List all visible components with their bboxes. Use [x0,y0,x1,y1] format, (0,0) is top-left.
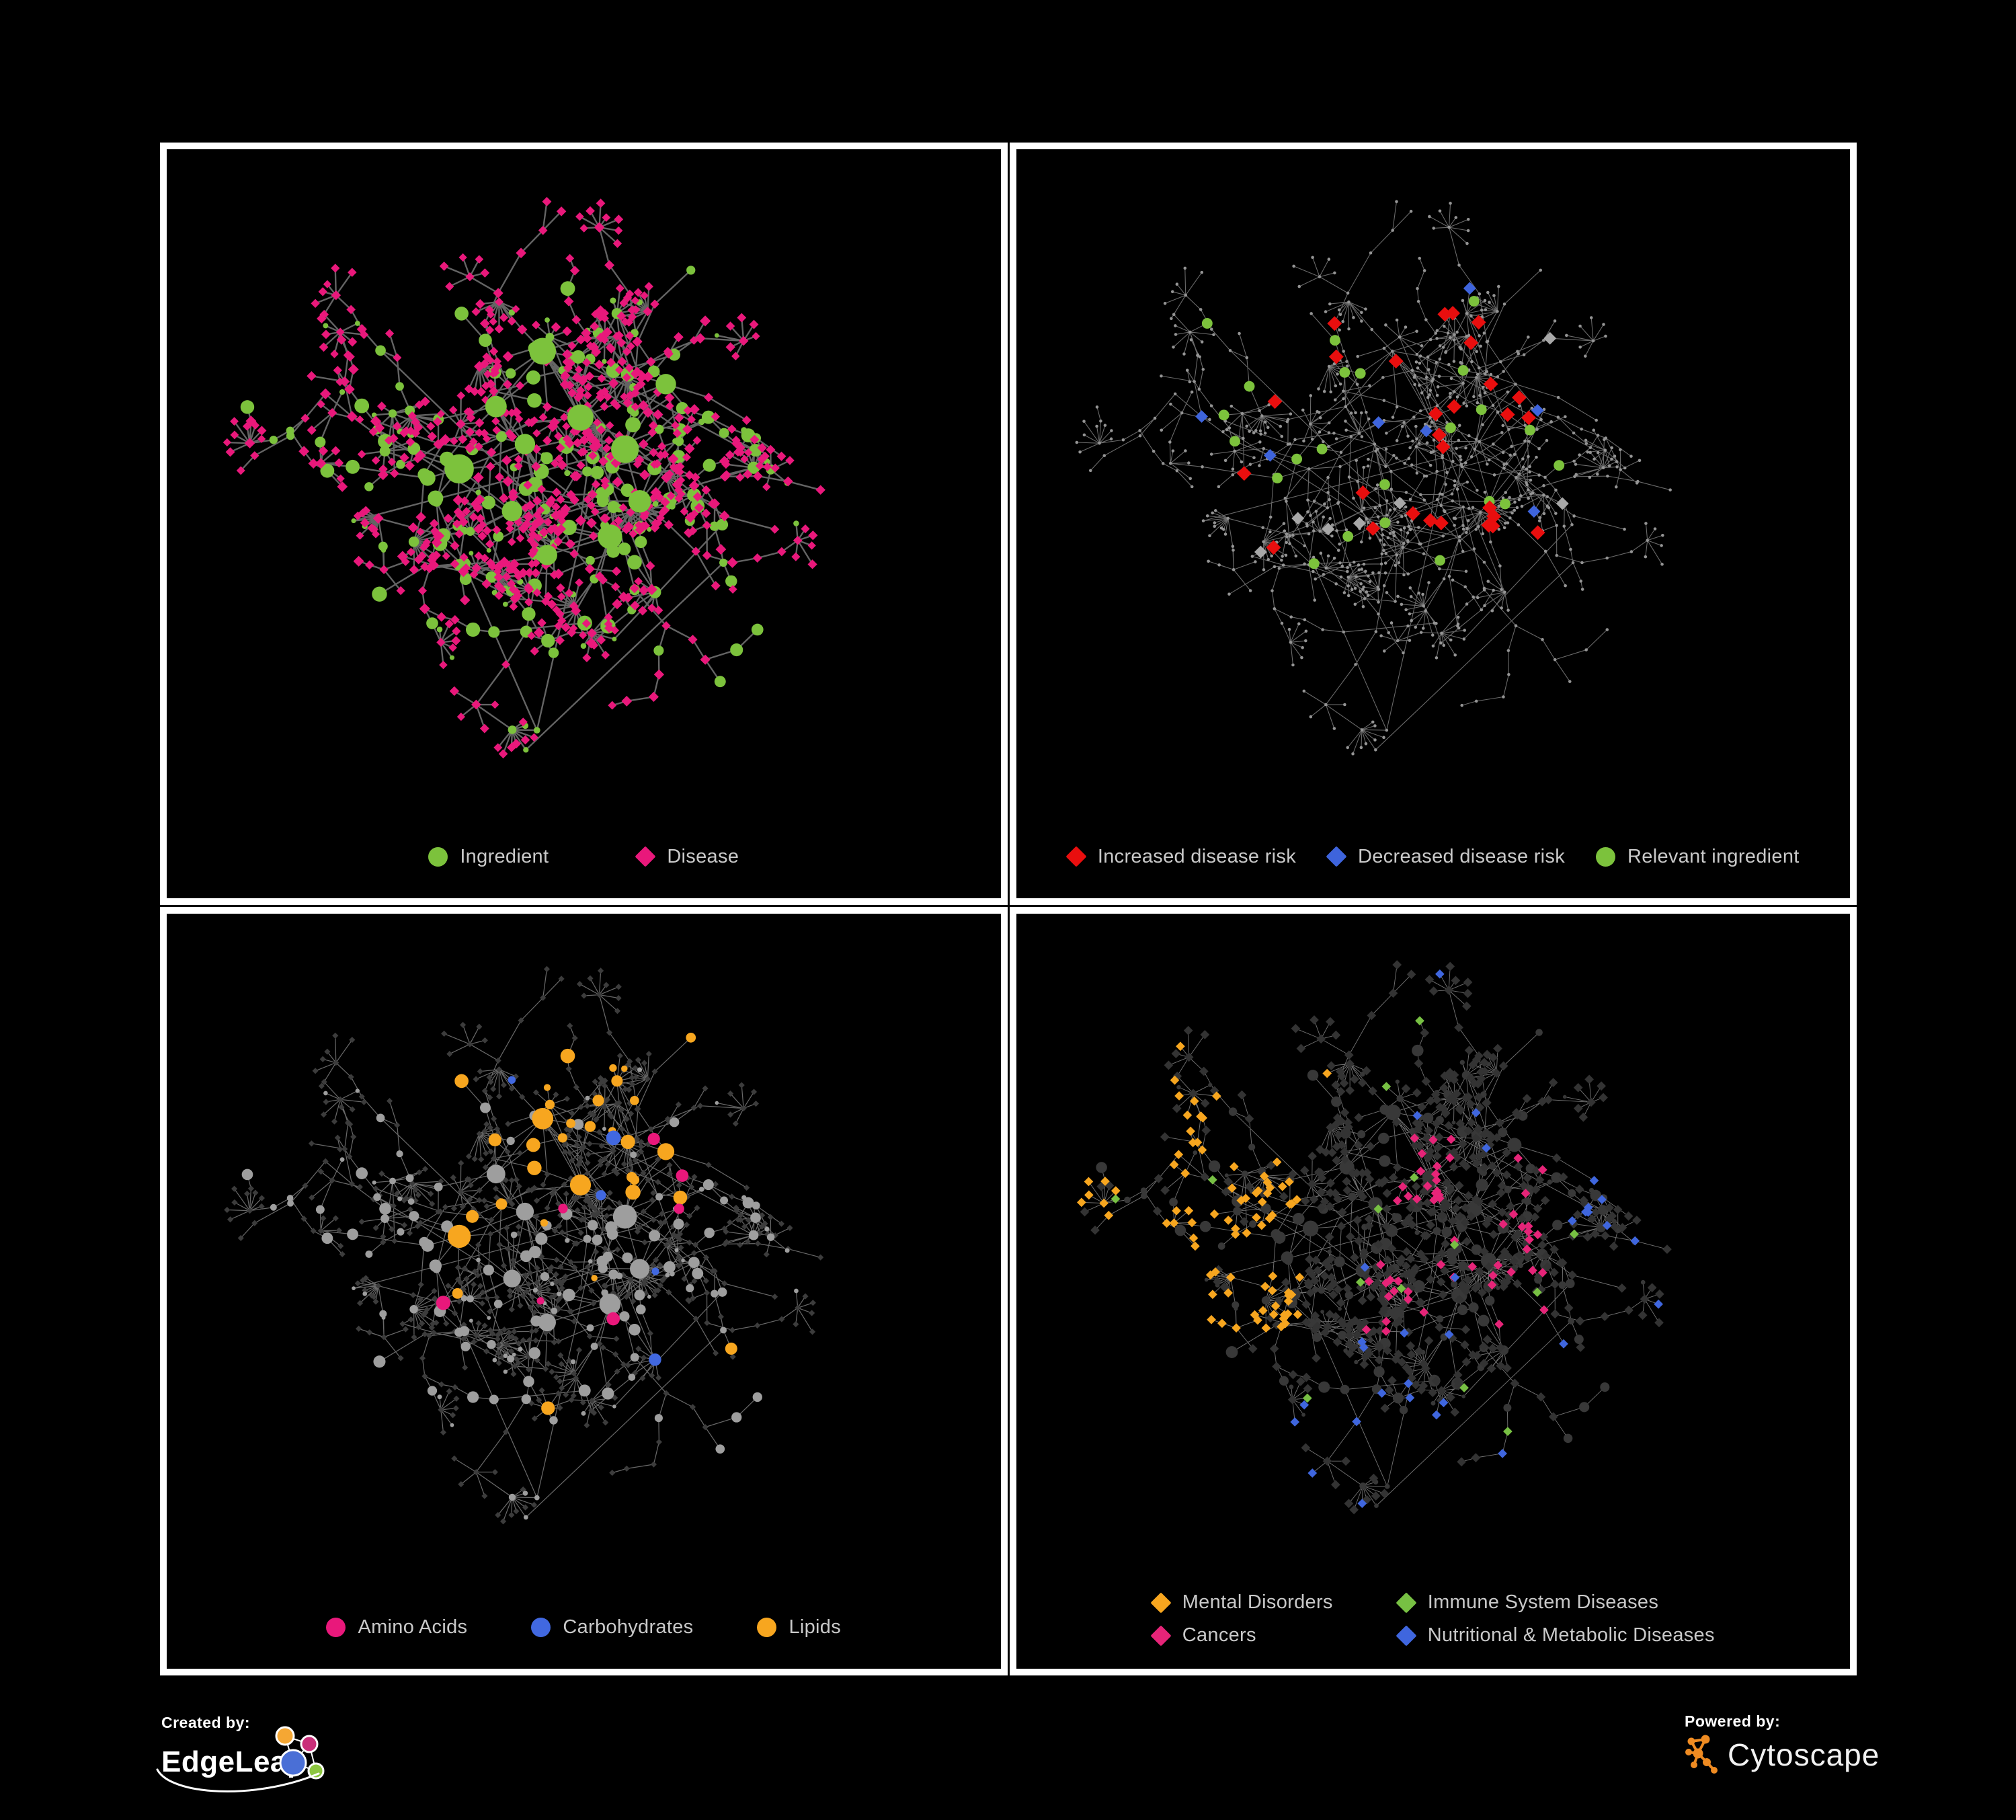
cytoscape-icon [1685,1735,1718,1774]
legend-label: Amino Acids [358,1616,468,1638]
relevant-ingredient-circle-marker [1596,846,1616,867]
lipids-circle-marker [757,1617,777,1637]
legend-item-ingredient: Ingredient [428,846,549,868]
legend-label: Nutritional & Metabolic Diseases [1427,1624,1715,1646]
legend-ingredient-disease: Ingredient Disease [167,824,1001,898]
increased-disease-risk-diamond-marker [1065,846,1087,867]
network-nutrient-classes [224,965,824,1525]
created-by-block: Created by: EdgeLeap [156,1714,403,1802]
legend-disease-risk: Increased disease risk Decreased disease … [1016,824,1851,898]
legend-nutrient-classes: Amino Acids Carbohydrates Lipids [167,1595,1001,1669]
legend-item-immune-system-diseases: Immune System Diseases [1396,1591,1715,1614]
panel-disease-categories: Mental Disorders Immune System Diseases Ca… [1009,907,1857,1675]
legend-item-decreased-disease-risk: Decreased disease risk [1326,845,1566,868]
legend-item-amino-acids: Amino Acids [326,1616,467,1638]
panel-nutrient-classes: Amino Acids Carbohydrates Lipids [160,907,1008,1675]
powered-by-block: Powered by: Cytoscape [1685,1712,1880,1775]
legend-label: Cancers [1182,1624,1256,1646]
legend-item-lipids: Lipids [757,1616,841,1638]
ingredient-circle-marker [428,846,448,867]
legend-item-cancers: Cancers [1150,1624,1333,1647]
legend-label: Immune System Diseases [1427,1591,1659,1613]
edgeleap-swoosh [156,1768,320,1792]
panel-grid: Ingredient Disease Increased disease risk… [160,143,1857,1675]
cancers-diamond-marker [1150,1624,1172,1647]
legend-item-mental-disorders: Mental Disorders [1150,1591,1333,1614]
cytoscape-wordmark: Cytoscape [1728,1737,1880,1772]
legend-label: Lipids [789,1616,842,1638]
created-by-label: Created by: [161,1714,251,1731]
legend-label: Relevant ingredient [1627,845,1800,867]
legend-item-disease: Disease [635,845,739,868]
legend-label: Carbohydrates [563,1616,694,1638]
panel-ingredient-disease: Ingredient Disease [160,143,1008,905]
network-ingredient-disease [223,196,825,759]
mental-disorders-diamond-marker [1150,1591,1172,1614]
legend-disease-categories: Mental Disorders Immune System Diseases Ca… [1016,1579,1851,1669]
panel-disease-risk: Increased disease risk Decreased disease … [1009,143,1857,905]
legend-item-relevant-ingredient: Relevant ingredient [1596,846,1800,868]
disease-diamond-marker [635,846,656,867]
legend-item-nutritional-metabolic-diseases: Nutritional & Metabolic Diseases [1396,1624,1715,1647]
legend-label: Decreased disease risk [1358,845,1566,867]
network-disease-categories [1076,960,1672,1515]
network-disease-risk [1075,200,1672,756]
legend-item-carbohydrates: Carbohydrates [531,1616,693,1638]
amino-acids-circle-marker [326,1617,346,1637]
legend-label: Mental Disorders [1182,1591,1333,1613]
legend-label: Ingredient [460,845,549,867]
edgeleap-logo: EdgeLeap [156,1726,403,1802]
decreased-disease-risk-diamond-marker [1326,846,1347,867]
nutritional-metabolic-diseases-diamond-marker [1396,1624,1417,1647]
legend-label: Disease [667,845,739,867]
edgeleap-network-icon [275,1726,325,1780]
legend-item-increased-disease-risk: Increased disease risk [1065,845,1297,868]
immune-system-diseases-diamond-marker [1396,1591,1417,1614]
powered-by-label: Powered by: [1685,1712,1781,1730]
carbohydrates-circle-marker [531,1617,551,1637]
legend-label: Increased disease risk [1097,845,1297,867]
